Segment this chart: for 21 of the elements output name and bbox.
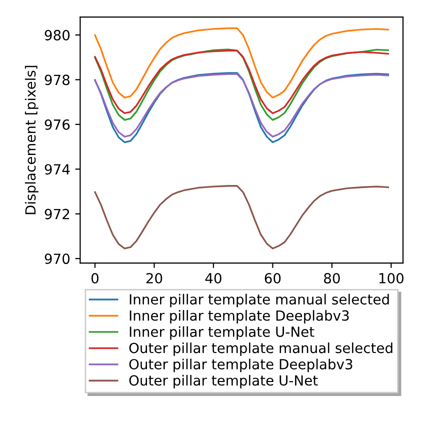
y-tick-label: 976 bbox=[44, 119, 70, 130]
y-tick-label: 980 bbox=[44, 30, 70, 40]
line-series bbox=[94, 185, 390, 250]
legend-label: Inner pillar template Deeplabv3 bbox=[130, 310, 349, 324]
x-tick-label: 20 bbox=[146, 273, 162, 284]
x-tick-label: 0 bbox=[91, 273, 98, 284]
line-series bbox=[94, 27, 390, 98]
y-tick-label: 974 bbox=[44, 164, 70, 175]
y-axis-title: Displacement [pixels] bbox=[24, 66, 38, 214]
y-tick-label: 978 bbox=[44, 74, 70, 86]
x-tick-label: 60 bbox=[264, 273, 281, 284]
legend-label: Outer pillar template manual selected bbox=[129, 342, 392, 356]
y-tick-label: 972 bbox=[44, 208, 70, 220]
x-tick-label: 80 bbox=[324, 273, 340, 284]
x-tick-label: 40 bbox=[205, 273, 222, 284]
legend-label: Inner pillar template U-Net bbox=[130, 326, 314, 340]
legend-label: Inner pillar template manual selected bbox=[130, 294, 389, 308]
y-tick-label: 970 bbox=[44, 254, 70, 264]
legend-label: Outer pillar template Deeplabv3 bbox=[129, 358, 352, 372]
x-tick-label: 100 bbox=[379, 273, 404, 284]
legend-label: Outer pillar template U-Net bbox=[129, 374, 318, 388]
